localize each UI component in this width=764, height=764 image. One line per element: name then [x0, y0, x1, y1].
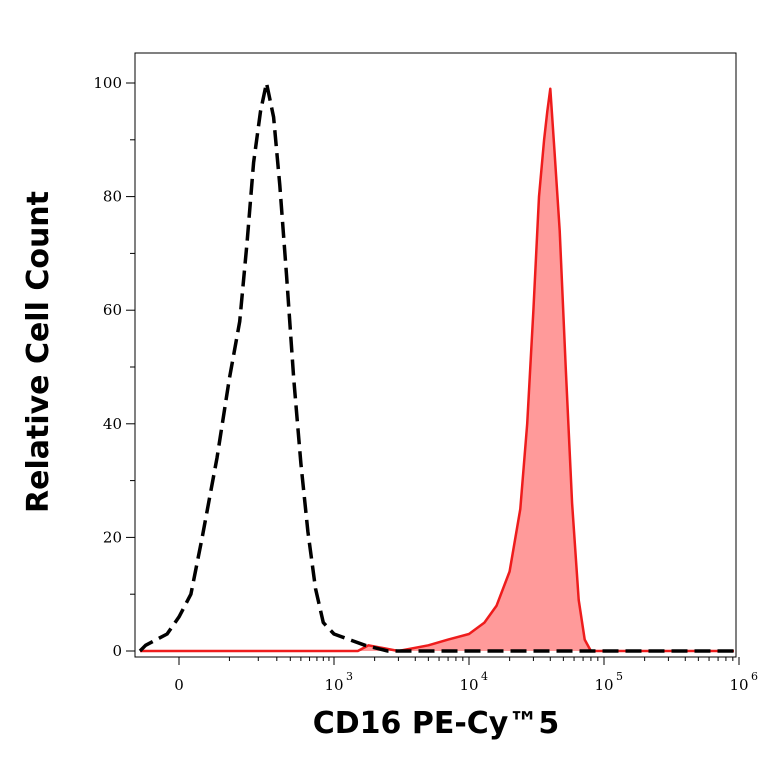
series-1-fill [140, 88, 734, 651]
y-tick-label: 60 [103, 301, 122, 319]
y-tick-label: 100 [93, 74, 122, 92]
x-tick-exponent: 4 [481, 670, 488, 683]
x-axis-title: CD16 PE-Cy™5 [313, 706, 560, 741]
plot-frame [134, 52, 737, 658]
x-tick-exponent: 5 [616, 670, 623, 683]
y-tick-label: 0 [112, 642, 122, 660]
x-tick-exponent: 3 [346, 670, 353, 683]
y-axis: 0 20 40 60 80 100 [93, 74, 135, 660]
y-tick-label: 40 [103, 415, 122, 433]
y-axis-title: Relative Cell Count [21, 191, 56, 513]
x-axis: 0 10 3 10 4 10 5 10 6 [174, 657, 758, 694]
y-tick-label: 20 [103, 528, 122, 546]
x-tick-label: 10 [459, 676, 478, 694]
series-layer [138, 81, 734, 653]
y-tick-label: 80 [103, 188, 122, 206]
series-1-line [140, 87, 734, 653]
x-tick-label: 10 [324, 676, 343, 694]
x-tick-label: 10 [594, 676, 613, 694]
x-tick-label: 10 [729, 676, 748, 694]
x-tick-label: 0 [174, 676, 184, 694]
series-0-line [138, 81, 734, 653]
x-tick-exponent: 6 [751, 670, 758, 683]
